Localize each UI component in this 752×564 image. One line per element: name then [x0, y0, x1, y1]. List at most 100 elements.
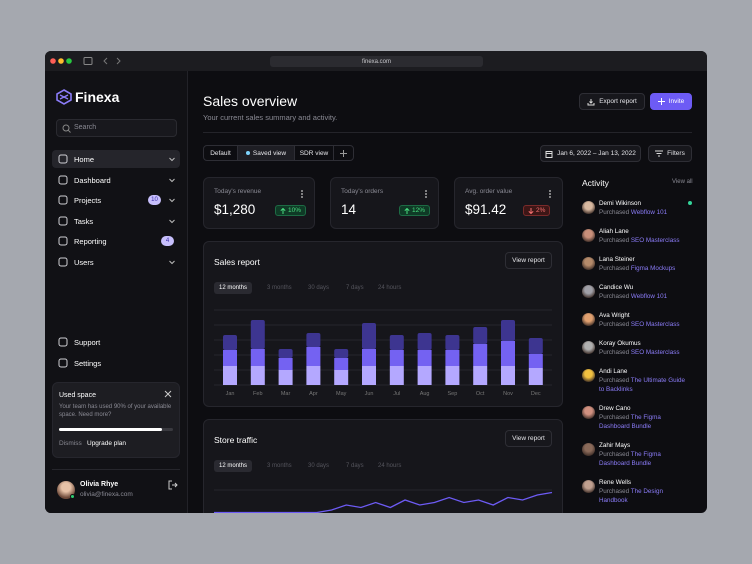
search-box[interactable]	[56, 119, 177, 137]
range-tab[interactable]: 7 days	[346, 285, 364, 291]
nav-item[interactable]	[52, 253, 180, 271]
activity-item[interactable]: Rene Wells Purchased The Design Handbook	[582, 478, 687, 505]
stat-change: 12%	[399, 205, 431, 216]
range-tab[interactable]: 12 months	[214, 282, 253, 294]
bar-segment	[334, 370, 349, 385]
activity-product[interactable]: SEO Masterclass	[630, 321, 680, 328]
user-name: Olivia Rhye	[80, 481, 119, 488]
view-tab[interactable]: Default	[204, 146, 238, 160]
export-button[interactable]: Export report	[579, 93, 645, 110]
activity-product[interactable]: The Figma Dashboard Bundle	[599, 414, 661, 430]
view-all-link[interactable]: View all	[672, 179, 693, 185]
activity-detail: Purchased Figma Mockups	[599, 264, 687, 273]
menu-dots[interactable]	[547, 186, 553, 198]
icon-shape	[58, 195, 68, 205]
activity-product[interactable]: The Figma Dashboard Bundle	[599, 451, 661, 467]
nav-label[interactable]: Settings	[74, 359, 102, 368]
view-tab[interactable]: SDR view	[295, 146, 334, 160]
activity-avatar	[582, 257, 595, 270]
bar-segment	[223, 366, 237, 385]
activity-avatar	[582, 285, 595, 298]
activity-avatar	[582, 443, 595, 456]
upgrade-button[interactable]: Upgrade plan	[87, 440, 127, 447]
nav-item[interactable]	[52, 171, 180, 189]
view-label: Saved view	[252, 149, 287, 157]
activity-item[interactable]: Aliah Lane Purchased SEO Masterclass	[582, 227, 687, 245]
invite-button[interactable]: Invite	[650, 93, 692, 110]
menu-dots[interactable]	[299, 186, 305, 198]
activity-action: Purchased	[599, 349, 630, 356]
activity-detail: Purchased Webflow 101	[599, 292, 687, 301]
activity-product[interactable]: Webflow 101	[630, 209, 668, 216]
view-report-button[interactable]: View report	[505, 430, 552, 447]
stat-card	[330, 177, 439, 229]
x-tick-label: Feb	[253, 391, 262, 397]
chevron	[169, 157, 175, 162]
icon-shape	[58, 257, 68, 266]
activity-item[interactable]: Candice Wu Purchased Webflow 101	[582, 283, 687, 301]
close-icon[interactable]	[164, 390, 172, 398]
dots-icon	[425, 190, 427, 198]
activity-product[interactable]: SEO Masterclass	[630, 349, 680, 356]
traffic-line	[214, 491, 553, 513]
activity-item[interactable]: Zahir Mays Purchased The Figma Dashboard …	[582, 441, 687, 468]
nav-label[interactable]: Support	[74, 338, 101, 347]
activity-item[interactable]: Lana Steiner Purchased Figma Mockups	[582, 255, 687, 273]
bar-segment	[473, 366, 488, 385]
stat-label: Today's revenue	[214, 188, 262, 195]
plus-icon	[657, 98, 665, 105]
nav-item[interactable]	[52, 150, 180, 168]
plus-icon	[340, 149, 347, 157]
icon-shape	[58, 337, 68, 347]
activity-name: Candice Wu	[599, 284, 634, 291]
activity-item[interactable]: Koray Okumus Purchased SEO Masterclass	[582, 339, 687, 357]
range-tab[interactable]: 12 months	[214, 460, 253, 472]
range-tab[interactable]: 3 months	[267, 463, 292, 469]
nav-label: Dashboard	[74, 175, 111, 185]
date-picker[interactable]: Jan 6, 2022 – Jan 13, 2022	[540, 145, 641, 162]
range-tab[interactable]: 3 months	[267, 285, 292, 291]
activity-product[interactable]: The Ultimate Guide to Backlinks	[599, 377, 685, 393]
activity-detail: Purchased The Figma Dashboard Bundle	[599, 413, 687, 431]
activity-item[interactable]: Drew Cano Purchased The Figma Dashboard B…	[582, 404, 687, 431]
activity-name: Aliah Lane	[599, 228, 629, 235]
bar-segment	[362, 349, 376, 366]
view-tab[interactable]: Saved view	[238, 146, 295, 160]
x-tick-label: Mar	[281, 391, 291, 397]
view-report-button[interactable]: View report	[505, 252, 552, 269]
nav-icon	[58, 236, 68, 246]
range-tab[interactable]: 24 hours	[378, 285, 402, 291]
activity-product[interactable]: Webflow 101	[630, 293, 668, 300]
page-title: Sales overview	[203, 93, 298, 109]
add-view[interactable]	[334, 146, 353, 160]
nav-item[interactable]	[52, 212, 180, 230]
menu-dots[interactable]	[423, 186, 429, 198]
stat-value: $91.42	[465, 202, 507, 217]
range-tab[interactable]: 30 days	[308, 463, 330, 469]
activity-product[interactable]: Figma Mockups	[630, 265, 676, 272]
nav-icon	[58, 337, 68, 347]
filters-button[interactable]: Filters	[648, 145, 692, 162]
x-tick-label: Oct	[476, 391, 485, 397]
activity-item[interactable]: Ava Wright Purchased SEO Masterclass	[582, 311, 687, 329]
url-bar[interactable]: finexa.com	[270, 56, 483, 67]
brand: Finexa	[75, 89, 120, 105]
bar-segment	[389, 350, 404, 366]
dismiss-button[interactable]: Dismiss	[59, 440, 82, 447]
range-tab[interactable]: 7 days	[346, 463, 364, 469]
range-tab[interactable]: 30 days	[308, 285, 330, 291]
nav-icon	[58, 257, 68, 266]
activity-product[interactable]: SEO Masterclass	[630, 237, 680, 244]
chevron-path	[169, 219, 175, 223]
logout-icon[interactable]	[168, 480, 178, 490]
logo-icon	[56, 89, 72, 105]
range-tab[interactable]: 24 hours	[378, 463, 402, 469]
activity-avatar	[582, 406, 595, 419]
bar-segment	[473, 344, 488, 366]
activity-product[interactable]: The Design Handbook	[599, 488, 663, 504]
activity-item[interactable]: Andi Lane Purchased The Ultimate Guide to…	[582, 367, 687, 394]
activity-item[interactable]: Demi Wikinson Purchased Webflow 101	[582, 199, 687, 217]
icon-shape	[58, 236, 68, 246]
activity-action: Purchased	[599, 265, 630, 272]
